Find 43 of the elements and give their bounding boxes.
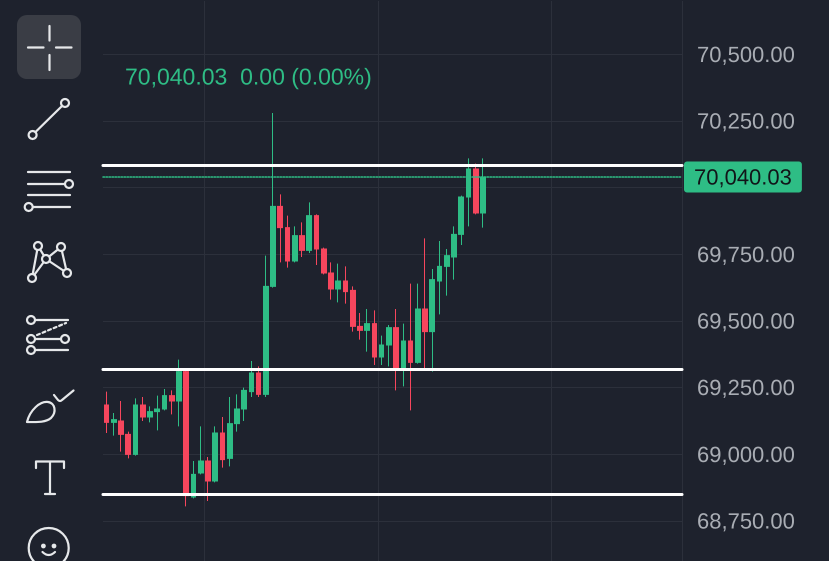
candlestick	[473, 163, 479, 215]
candlestick	[256, 366, 261, 398]
y-tick-label: 69,000.00	[697, 442, 795, 467]
y-tick-label: 69,750.00	[697, 242, 795, 267]
candlestick	[429, 268, 435, 372]
candlestick	[292, 226, 298, 263]
candlestick	[133, 398, 138, 456]
y-tick-label: 68,750.00	[697, 508, 795, 534]
y-tick-label: 70,250.00	[697, 108, 795, 134]
text: 70,040.03 0.00 (0.00%)	[125, 64, 372, 90]
candlestick	[372, 310, 377, 366]
candlestick	[437, 240, 442, 315]
candlestick	[415, 283, 421, 364]
candlestick	[299, 222, 305, 258]
candlestick	[183, 370, 189, 507]
candlestick	[379, 335, 384, 366]
candlestick	[111, 412, 117, 436]
candlestick	[104, 391, 109, 434]
candlestick	[401, 323, 406, 387]
candlestick	[285, 215, 290, 268]
candlestick	[198, 426, 204, 475]
candlestick	[169, 390, 175, 415]
candlestick	[386, 324, 392, 367]
candlestick	[364, 308, 370, 352]
y-tick-label: 69,250.00	[697, 375, 795, 400]
y-tick-label: 69,500.00	[697, 308, 795, 334]
candlestick	[205, 456, 211, 502]
candlestick	[249, 360, 254, 398]
candlestick	[393, 308, 399, 391]
candlestick	[212, 426, 218, 483]
candlestick	[162, 388, 167, 411]
candlestick	[335, 263, 341, 303]
candlestick	[176, 359, 182, 427]
y-tick-label: 70,500.00	[697, 42, 795, 67]
candlestick	[277, 194, 283, 263]
candlestick	[140, 396, 146, 422]
ref-line-label: 70,040.03	[694, 164, 792, 190]
candlestick	[314, 214, 319, 266]
candlestick	[220, 416, 225, 468]
candlestick	[408, 283, 413, 411]
candlestick	[343, 266, 348, 304]
candlestick	[422, 238, 428, 371]
candlestick	[306, 202, 312, 254]
